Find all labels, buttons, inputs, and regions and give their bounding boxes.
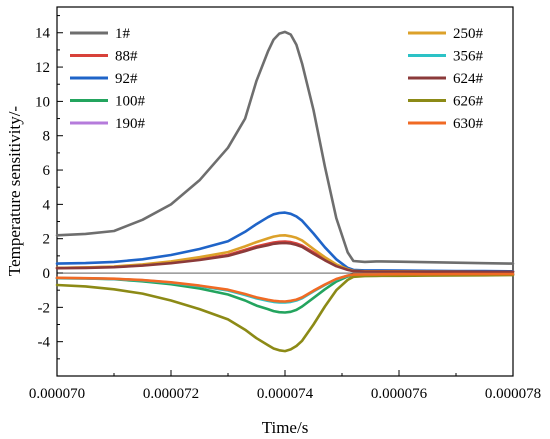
x-tick-label: 0.000070 [29,386,85,402]
y-tick-label: -2 [38,300,51,316]
legend-label: 92# [115,71,138,87]
y-tick-label: 14 [35,26,51,42]
x-axis-label: Time/s [262,418,309,437]
y-tick-label: 2 [43,232,51,248]
series-line-624 [55,241,515,274]
x-tick-label: 0.000076 [371,386,428,402]
y-tick-label: 4 [43,197,51,213]
series-line-630 [55,272,515,303]
y-tick-label: 8 [43,129,51,145]
x-tick-label: 0.000078 [485,386,541,402]
y-tick-label: 12 [35,60,50,76]
y-tick-label: 10 [35,94,50,110]
x-tick-label: 0.000072 [143,386,199,402]
x-axis-ticks: 0.000070 0.000072 0.000074 0.000076 0.000078 [29,370,541,402]
legend: 1# 88# 92# 100# 190# 250# 356# 624# 626# 630# [70,26,484,132]
legend-label: 250# [453,26,484,42]
legend-label: 630# [453,116,484,132]
legend-label: 190# [115,116,146,132]
x-tick-label: 0.000074 [257,386,314,402]
legend-label: 356# [453,49,484,65]
series-line-1 [55,30,515,265]
series-lines [55,30,515,353]
legend-label: 1# [115,26,131,42]
legend-label: 626# [453,94,484,110]
legend-label: 624# [453,71,484,87]
y-tick-label: -4 [38,335,51,351]
legend-label: 88# [115,49,138,65]
y-tick-label: 0 [43,266,51,282]
legend-label: 100# [115,94,146,110]
y-tick-label: 6 [43,163,51,179]
y-axis-ticks: -4 -2 0 2 4 6 8 10 12 14 [35,15,63,360]
series-line-626 [55,273,515,353]
y-axis-label: Temperature sensitivity/- [5,106,24,277]
